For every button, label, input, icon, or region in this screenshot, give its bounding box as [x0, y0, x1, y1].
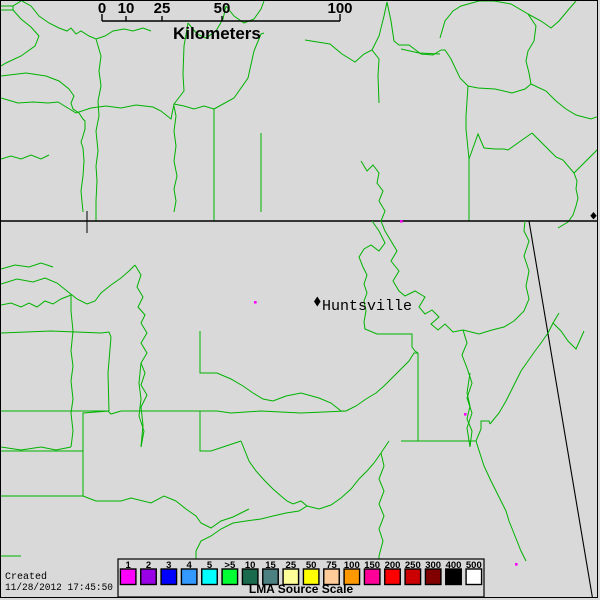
svg-text:500: 500	[466, 560, 482, 571]
svg-text:10: 10	[118, 1, 135, 17]
svg-text:50: 50	[306, 560, 317, 571]
svg-text:100: 100	[344, 560, 360, 571]
svg-text:Huntsville: Huntsville	[322, 298, 412, 315]
svg-text:100: 100	[327, 1, 352, 17]
svg-text:10: 10	[245, 560, 256, 571]
svg-text:75: 75	[326, 560, 337, 571]
svg-text:250: 250	[405, 560, 421, 571]
svg-text:3: 3	[166, 560, 171, 571]
svg-text:50: 50	[214, 1, 231, 17]
svg-text:150: 150	[364, 560, 380, 571]
svg-text:0: 0	[98, 1, 106, 17]
svg-text:>5: >5	[224, 560, 236, 571]
svg-text:200: 200	[385, 560, 401, 571]
svg-text:4: 4	[187, 560, 193, 571]
svg-text:5: 5	[207, 560, 213, 571]
svg-text:15: 15	[265, 560, 276, 571]
svg-text:11/28/2012 17:45:50: 11/28/2012 17:45:50	[5, 582, 113, 594]
svg-text:300: 300	[425, 560, 441, 571]
svg-text:400: 400	[446, 560, 462, 571]
svg-text:25: 25	[286, 560, 297, 571]
svg-text:Kilometers: Kilometers	[173, 24, 261, 43]
svg-text:2: 2	[146, 560, 151, 571]
svg-text:Created: Created	[5, 571, 47, 583]
svg-text:25: 25	[154, 1, 171, 17]
svg-text:LMA Source Scale: LMA Source Scale	[249, 582, 354, 596]
svg-text:1: 1	[126, 560, 132, 571]
